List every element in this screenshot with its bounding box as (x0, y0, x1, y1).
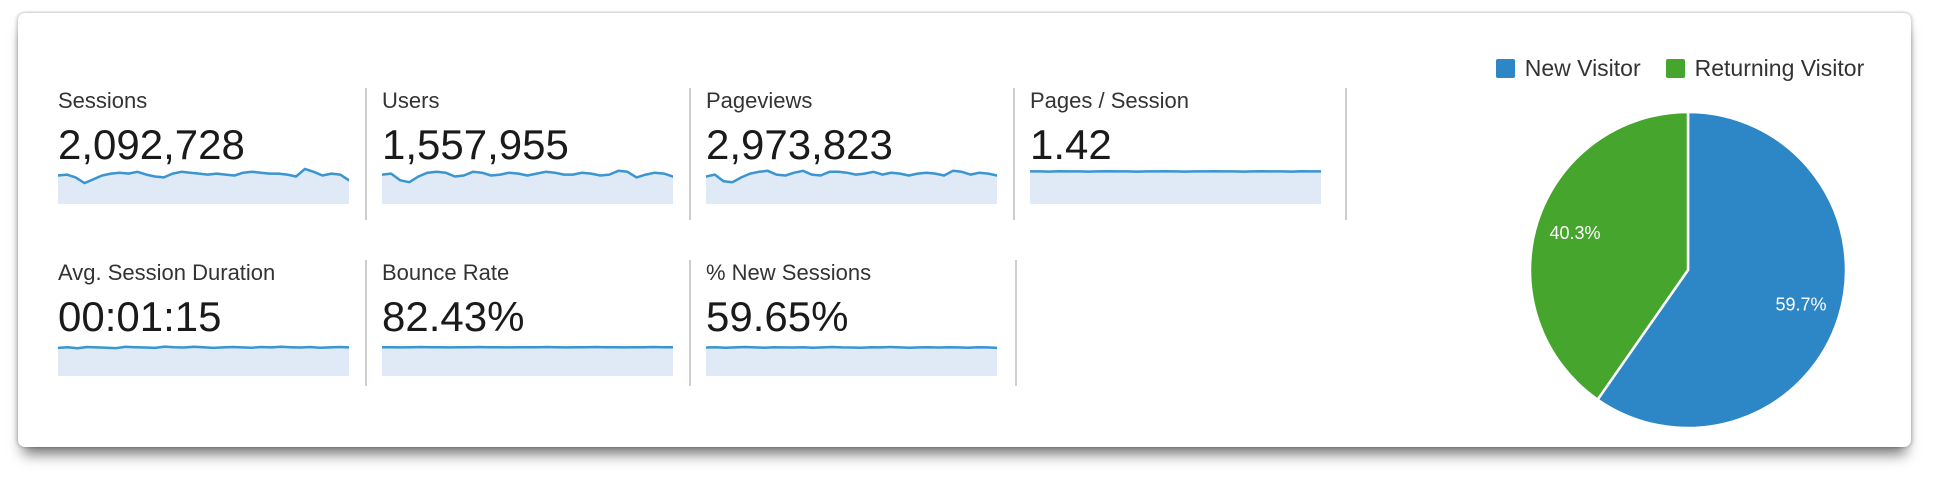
visitors-pie-chart: 59.7% 40.3% (1528, 110, 1848, 430)
metric-label: % New Sessions (706, 260, 872, 285)
pie-slice-label: 40.3% (1549, 223, 1600, 243)
metric-divider (1015, 260, 1017, 386)
metric-label: Users (382, 88, 440, 113)
pie-slice-returning-visitor[interactable] (1528, 110, 1690, 401)
sparkline-pageviews (706, 169, 997, 204)
metric-pageviews: Pageviews 2,973,823 (706, 89, 1030, 207)
sparkline-sessions (58, 167, 349, 204)
metric-value: 1,557,955 (382, 121, 569, 168)
sparkline-bounce-rate (382, 345, 673, 376)
metric-label: Avg. Session Duration (58, 260, 276, 285)
metric-avg-session-duration: Avg. Session Duration 00:01:15 (58, 261, 382, 379)
metric-divider (689, 260, 691, 386)
sparkline-users (382, 169, 673, 204)
metric-label: Sessions (58, 88, 148, 113)
pie-slice-new-visitor[interactable] (1596, 110, 1848, 430)
sparkline-new-sessions (706, 345, 997, 376)
metric-value: 2,973,823 (706, 121, 893, 168)
legend-swatch-icon (1495, 58, 1515, 78)
metric-divider (689, 88, 691, 220)
metric-divider (1345, 88, 1347, 220)
legend-swatch-icon (1665, 58, 1685, 78)
legend-item-new-visitor[interactable]: New Visitor (1495, 55, 1641, 81)
legend-item-returning-visitor[interactable]: Returning Visitor (1665, 55, 1865, 81)
chart-legend: New Visitor Returning Visitor (1445, 56, 1915, 80)
metric-divider (1013, 88, 1015, 220)
metric-value: 59.65% (706, 293, 849, 340)
metric-label: Pageviews (706, 88, 813, 113)
metric-sessions: Sessions 2,092,728 (58, 89, 382, 207)
metric-label: Bounce Rate (382, 260, 510, 285)
metric-users: Users 1,557,955 (382, 89, 706, 207)
metric-new-sessions: % New Sessions 59.65% (706, 261, 1030, 379)
metric-label: Pages / Session (1030, 88, 1189, 113)
metric-value: 1.42 (1030, 121, 1112, 168)
metric-bounce-rate: Bounce Rate 82.43% (382, 261, 706, 379)
metric-value: 2,092,728 (58, 121, 245, 168)
metric-divider (365, 88, 367, 220)
sparkline-avg-session-duration (58, 345, 349, 376)
analytics-overview-card: Sessions 2,092,728 Users 1,557,955 Pageviews… (18, 13, 1911, 447)
metric-value: 82.43% (382, 293, 525, 340)
metric-value: 00:01:15 (58, 293, 222, 340)
legend-label: Returning Visitor (1694, 55, 1865, 81)
metric-divider (365, 260, 367, 386)
legend-label: New Visitor (1524, 55, 1641, 81)
metric-pages-session: Pages / Session 1.42 (1030, 89, 1354, 207)
pie-slice-label: 59.7% (1775, 294, 1826, 314)
sparkline-pages-session (1030, 169, 1321, 204)
